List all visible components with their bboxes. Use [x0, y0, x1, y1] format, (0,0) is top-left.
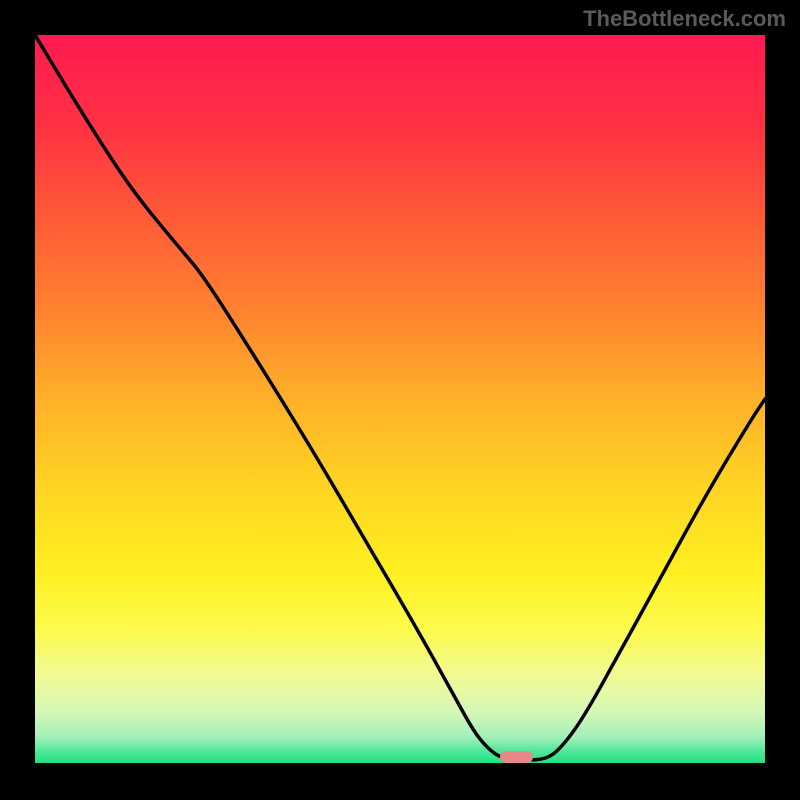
chart-area: [35, 35, 765, 763]
watermark-text: TheBottleneck.com: [583, 6, 786, 32]
gradient-background: [35, 35, 765, 763]
optimum-marker: [500, 751, 533, 763]
gradient-and-curve: [35, 35, 765, 763]
